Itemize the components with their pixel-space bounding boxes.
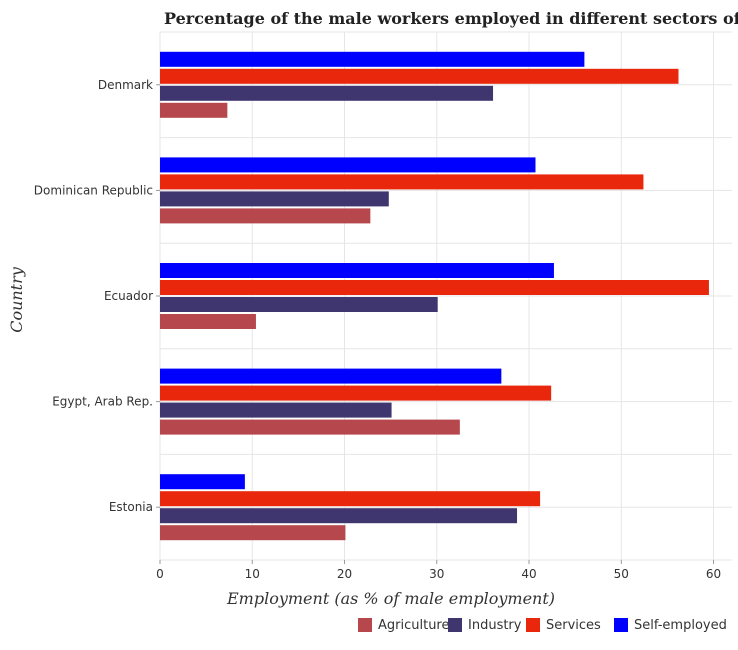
y-tick-label: Ecuador bbox=[104, 289, 153, 303]
x-tick-label: 40 bbox=[521, 567, 536, 581]
y-axis-label: Country bbox=[7, 266, 26, 333]
bar-services-ecuador bbox=[160, 280, 709, 295]
y-tick-label: Dominican Republic bbox=[34, 183, 153, 197]
x-tick-label: 50 bbox=[614, 567, 629, 581]
bar-industry-denmark bbox=[160, 85, 494, 101]
bar-industry-estonia bbox=[160, 508, 518, 524]
bar-services-egypt-arab-rep- bbox=[160, 385, 552, 401]
bar-self-employed-dominican-republic bbox=[160, 157, 536, 173]
legend-label: Services bbox=[546, 618, 601, 633]
bar-industry-dominican-republic bbox=[160, 191, 389, 207]
bar-agriculture-estonia bbox=[160, 525, 346, 541]
legend-swatch bbox=[526, 618, 540, 632]
bars bbox=[160, 51, 709, 541]
grid bbox=[159, 31, 732, 561]
bar-agriculture-ecuador bbox=[160, 314, 256, 329]
bar-self-employed-estonia bbox=[160, 474, 245, 490]
bar-self-employed-denmark bbox=[160, 51, 585, 67]
x-tick-label: 30 bbox=[429, 567, 444, 581]
legend-swatch bbox=[448, 618, 462, 632]
x-axis-label: Employment (as % of male employment) bbox=[226, 589, 555, 608]
x-axis-ticks: 0 10 20 30 40 50 60 bbox=[156, 560, 721, 581]
bar-services-estonia bbox=[160, 491, 541, 507]
chart-title: Percentage of the male workers employed … bbox=[164, 9, 738, 28]
y-axis-ticks: Denmark Dominican Republic Ecuador Egypt, A… bbox=[34, 78, 160, 514]
legend-label: Industry bbox=[468, 618, 522, 633]
x-tick-label: 60 bbox=[706, 567, 721, 581]
bar-services-denmark bbox=[160, 68, 679, 84]
bar-agriculture-denmark bbox=[160, 102, 228, 118]
x-tick-label: 20 bbox=[337, 567, 352, 581]
x-tick-label: 0 bbox=[156, 567, 164, 581]
y-tick-label: Estonia bbox=[109, 500, 153, 514]
bar-self-employed-ecuador bbox=[160, 263, 554, 278]
bar-agriculture-egypt-arab-rep- bbox=[160, 419, 460, 435]
bar-industry-ecuador bbox=[160, 297, 438, 312]
bar-industry-egypt-arab-rep- bbox=[160, 402, 392, 418]
y-tick-label: Denmark bbox=[98, 78, 153, 92]
bar-self-employed-egypt-arab-rep- bbox=[160, 368, 502, 384]
legend-label: Self-employed bbox=[634, 618, 727, 633]
legend: Agriculture Industry Services Self-employed bbox=[358, 618, 727, 633]
bar-services-dominican-republic bbox=[160, 174, 644, 190]
x-tick-label: 10 bbox=[245, 567, 260, 581]
legend-swatch bbox=[614, 618, 628, 632]
y-tick-label: Egypt, Arab Rep. bbox=[52, 395, 153, 409]
legend-label: Agriculture bbox=[378, 618, 450, 633]
legend-swatch bbox=[358, 618, 372, 632]
bar-agriculture-dominican-republic bbox=[160, 208, 371, 224]
